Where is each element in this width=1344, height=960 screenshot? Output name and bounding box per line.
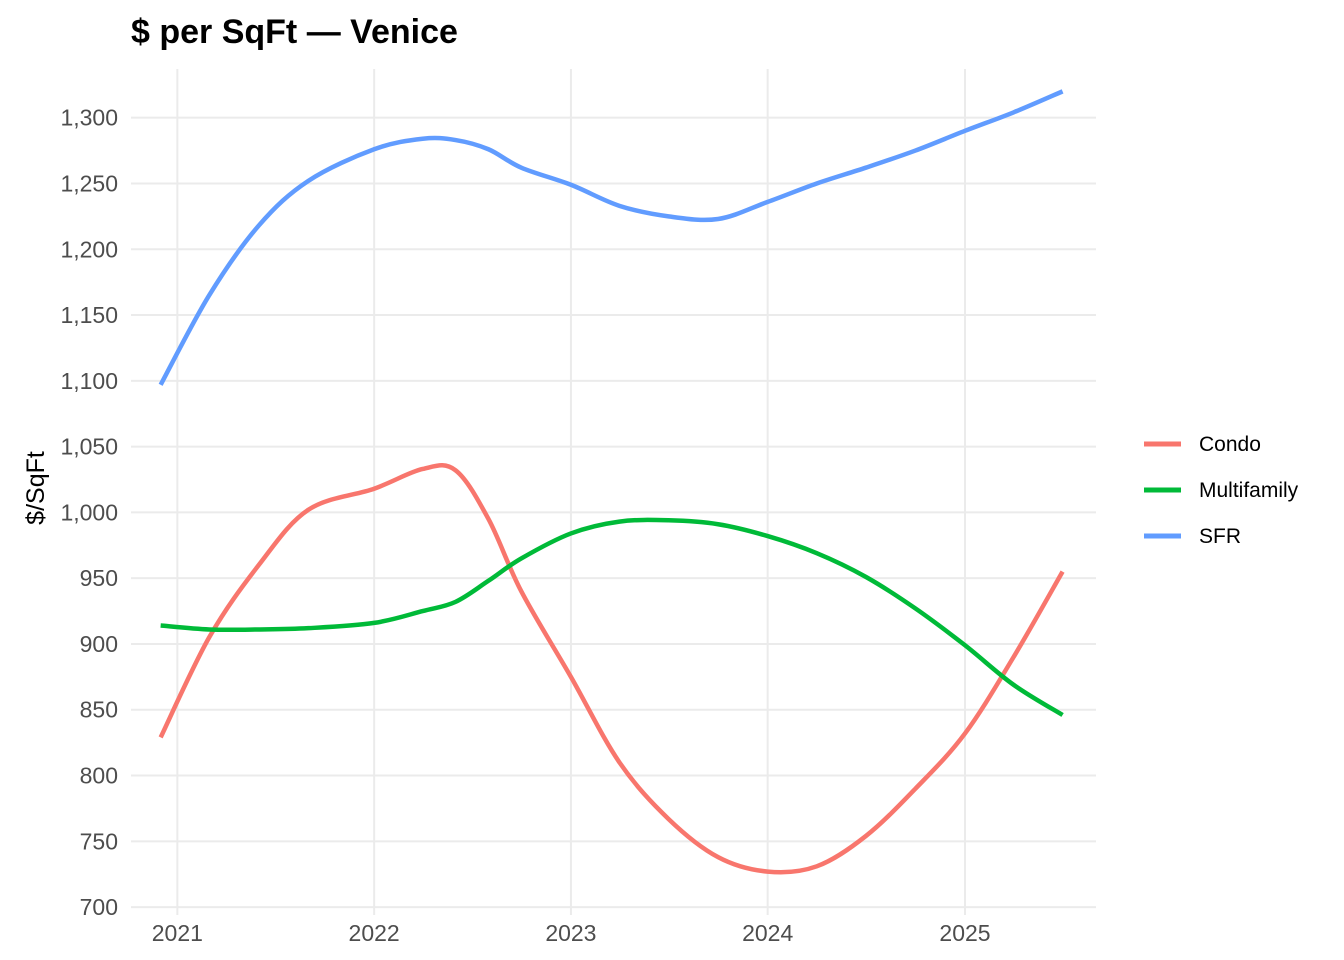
x-tick-label: 2024 <box>742 920 793 946</box>
series-line-condo <box>158 463 1065 875</box>
y-tick-label: 1,200 <box>60 236 118 262</box>
x-tick-label: 2022 <box>349 920 400 946</box>
series-line-multifamily <box>160 517 1064 717</box>
legend-label-condo: Condo <box>1199 433 1261 456</box>
y-tick-label: 1,300 <box>60 105 118 131</box>
y-tick-label: 1,250 <box>60 170 118 196</box>
y-tick-label: 1,100 <box>60 368 118 394</box>
y-tick-label: 1,150 <box>60 302 118 328</box>
y-tick-label: 950 <box>80 565 118 591</box>
y-tick-label: 1,000 <box>60 499 118 525</box>
legend-label-sfr: SFR <box>1199 525 1241 548</box>
y-tick-label: 1,050 <box>60 434 118 460</box>
chart-title: $ per SqFt — Venice <box>131 13 458 51</box>
y-tick-label: 750 <box>80 828 118 854</box>
y-tick-label: 800 <box>80 763 118 789</box>
legend: Condo Multifamily SFR <box>1144 433 1299 548</box>
x-tick-label: 2025 <box>939 920 990 946</box>
x-tick-label: 2023 <box>545 920 596 946</box>
grid <box>131 69 1096 915</box>
y-axis-label: $/SqFt <box>22 451 50 525</box>
x-axis: 2021 2022 2023 2024 2025 <box>152 920 991 946</box>
y-tick-label: 700 <box>80 894 118 920</box>
y-tick-label: 900 <box>80 631 118 657</box>
x-tick-label: 2021 <box>152 920 203 946</box>
plot-area <box>158 89 1065 875</box>
y-tick-label: 850 <box>80 697 118 723</box>
y-axis: 700 750 800 850 900 950 1,000 1,050 1,100 1,150 1,… <box>60 105 118 920</box>
legend-label-multifamily: Multifamily <box>1199 479 1299 502</box>
series-line-sfr <box>158 89 1064 386</box>
